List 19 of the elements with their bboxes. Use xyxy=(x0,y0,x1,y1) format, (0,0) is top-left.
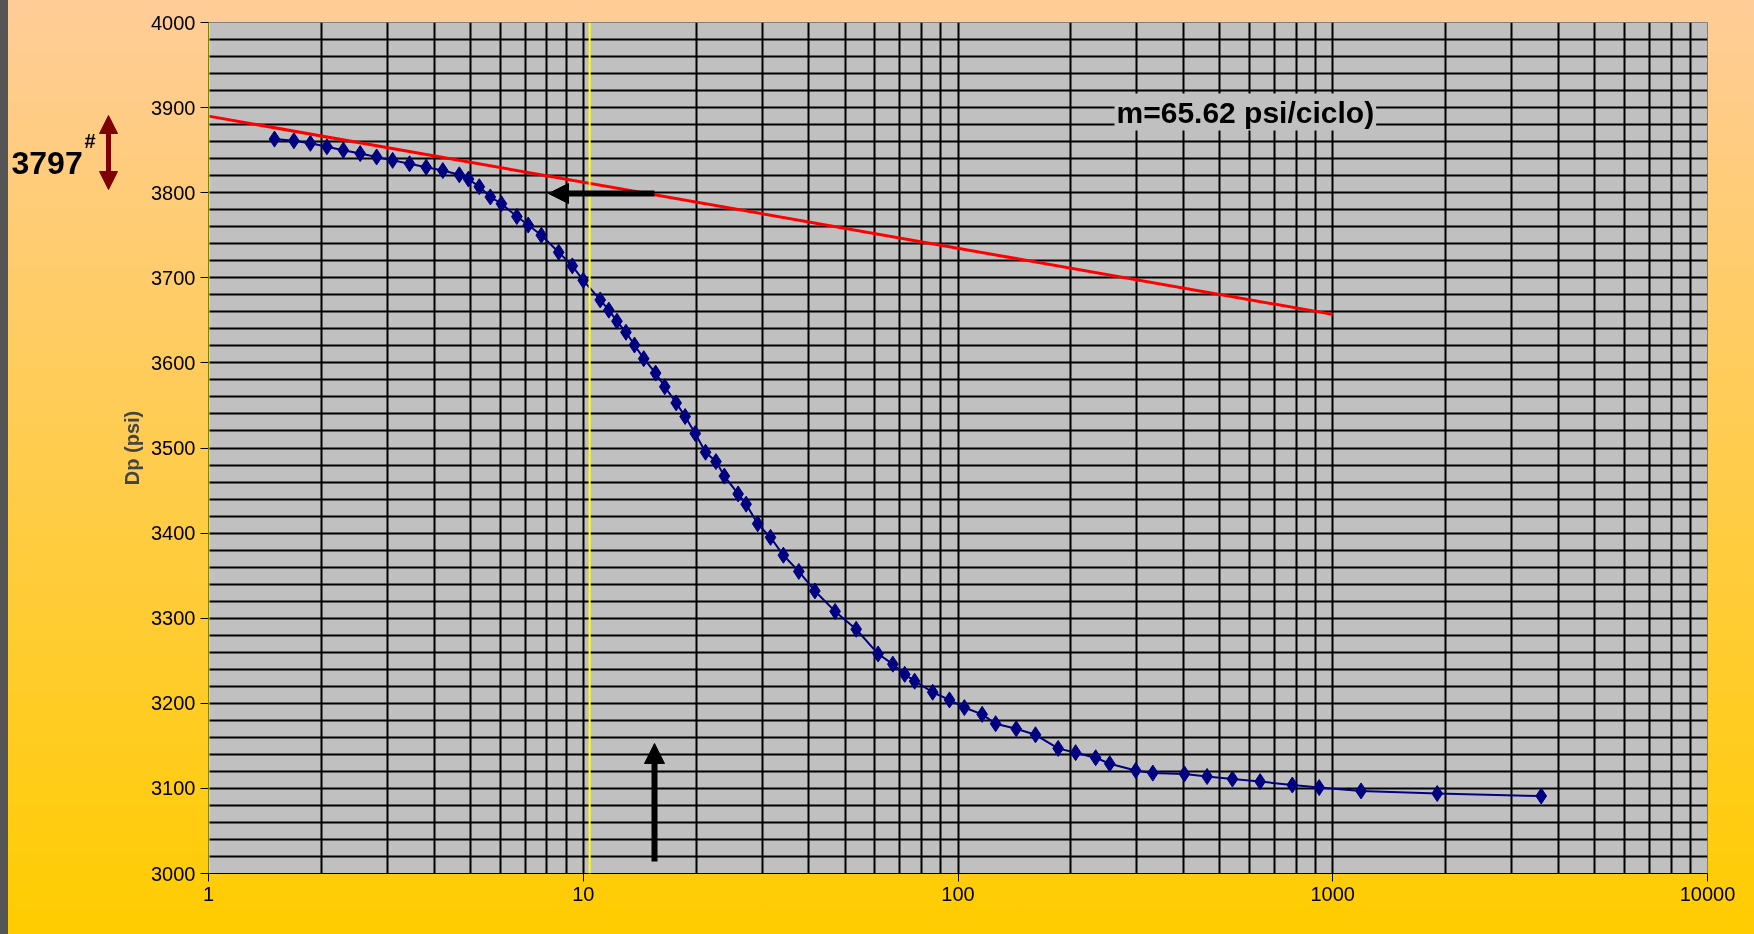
y-tick-label: 3700 xyxy=(151,266,196,289)
y-tick-label: 3000 xyxy=(151,862,196,885)
text: 3797# xyxy=(11,129,96,181)
y-tick-label: 3300 xyxy=(151,607,196,630)
x-tick-label: 10000 xyxy=(1679,882,1736,905)
y-tick-label: 3200 xyxy=(151,692,196,715)
y-axis-title: Dp (psi) xyxy=(121,410,144,486)
y-tick-label: 3800 xyxy=(151,181,196,204)
x-tick-label: 10 xyxy=(572,882,595,905)
y-tick-label: 3100 xyxy=(151,777,196,800)
annotation: m=65.62 psi/ciclo) xyxy=(1116,95,1375,129)
y-tick-label: 3900 xyxy=(151,96,196,119)
x-tick-label: 1 xyxy=(202,882,215,905)
y-tick-label: 3500 xyxy=(151,437,196,459)
x-tick-label: 1000 xyxy=(1310,882,1355,905)
y-tick-label: 4000 xyxy=(151,11,196,34)
y-tick-label: 3400 xyxy=(151,522,196,545)
x-tick-label: 100 xyxy=(941,882,975,905)
y-tick-label: 3600 xyxy=(151,351,196,374)
